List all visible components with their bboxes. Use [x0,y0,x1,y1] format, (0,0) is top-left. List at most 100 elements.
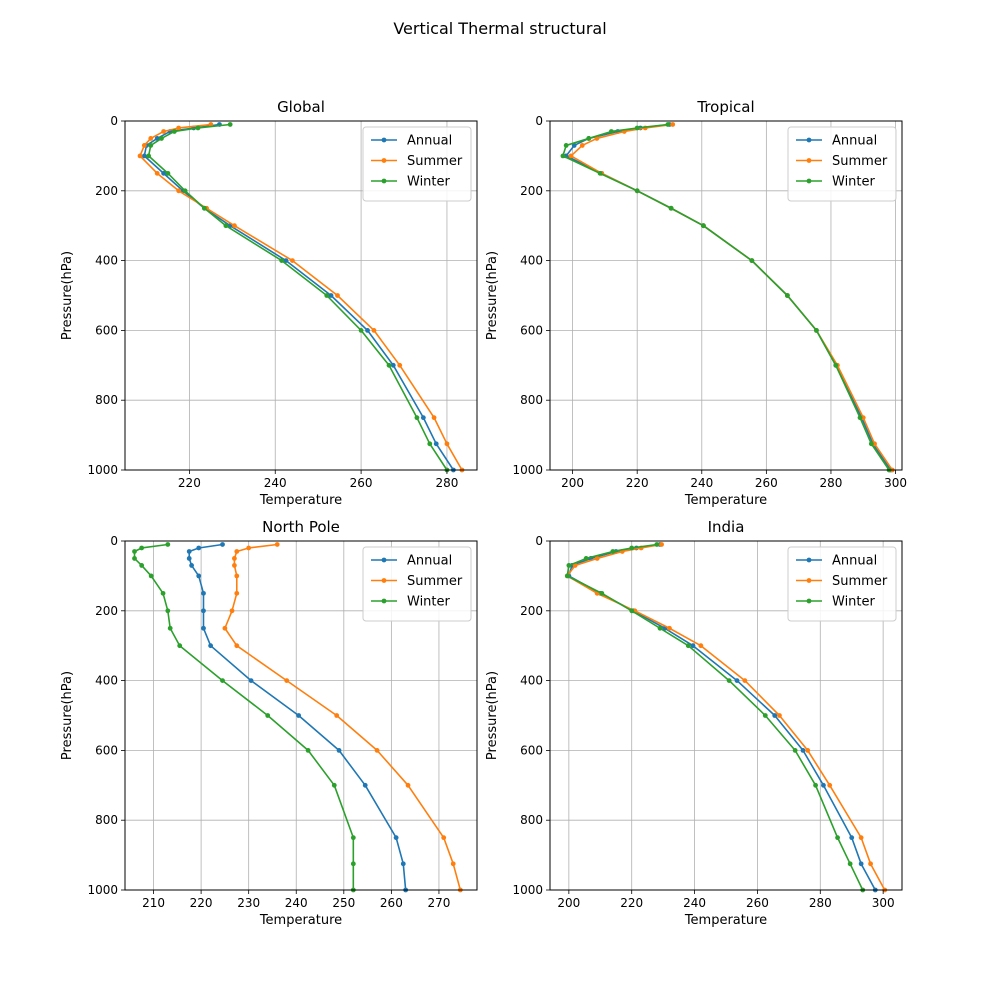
data-point-winter [813,782,818,788]
data-point-winter [792,748,798,753]
data-point-winter [563,143,569,148]
data-point-summer [579,143,585,148]
legend-label-summer: Summer [407,154,463,169]
data-point-annual [201,625,206,631]
data-point-winter [414,415,420,421]
data-point-summer [334,713,340,718]
data-point-winter [202,205,207,211]
x-axis-label: Temperature [259,493,342,508]
x-tick-label: 220 [178,476,201,490]
data-point-summer [290,258,295,263]
data-point-winter [608,129,614,134]
data-point-winter [427,441,433,447]
axes-frame [549,120,903,471]
data-point-summer [858,835,864,841]
data-point-winter [132,556,137,561]
y-tick-label: 1000 [87,463,118,477]
data-point-annual [336,748,342,753]
legend-marker-summer [806,158,812,163]
data-point-annual [208,643,214,649]
data-point-annual [196,545,202,551]
data-point-summer [232,556,237,561]
legend: Annual Summer Winter [787,546,897,622]
y-axis-label: Pressure(hPa) [485,251,500,340]
legend-marker-winter [806,598,812,604]
data-point-annual [800,748,806,753]
data-point-summer [137,153,143,159]
x-tick-label: 220 [626,476,649,490]
y-tick-label: 800 [95,393,118,407]
legend: Annual Summer Winter [362,546,472,622]
data-point-winter [665,122,671,127]
data-point-annual [365,328,370,333]
data-point-summer [742,678,748,683]
x-tick-label: 220 [190,896,213,910]
data-point-winter [148,143,154,148]
data-point-annual [220,542,225,547]
data-point-summer [232,563,237,568]
data-point-annual [186,556,192,561]
y-tick-label: 400 [520,674,543,688]
data-point-winter [634,125,640,131]
x-axis-label: Temperature [684,493,767,508]
y-tick-label: 0 [110,114,118,128]
data-point-winter [685,643,691,649]
y-tick-label: 200 [95,604,118,618]
y-tick-label: 1000 [512,883,543,897]
legend-label-annual: Annual [832,134,877,149]
y-tick-label: 200 [520,184,543,198]
data-point-annual [161,170,167,176]
data-point-annual [196,573,202,579]
data-point-winter [597,170,603,176]
data-point-annual [433,441,439,447]
data-point-winter [560,153,566,159]
data-point-summer [698,643,704,649]
panel-global: 220 240 260 280 0 200 400 600 800 1000 Global Tempe… [60,98,478,508]
data-point-annual [393,835,399,841]
data-point-winter [762,713,768,718]
x-tick-label: 230 [237,896,260,910]
legend-marker-winter [806,178,812,184]
data-point-winter [586,136,592,141]
data-point-annual [390,362,396,368]
data-point-annual [734,678,740,683]
data-point-winter [629,545,635,551]
data-point-winter [160,590,166,596]
data-point-winter [139,545,145,551]
y-axis-label: Pressure(hPa) [60,251,75,340]
subplot-title: North Pole [262,518,340,536]
x-tick-label: 250 [332,896,355,910]
x-tick-label: 200 [561,476,584,490]
data-point-winter [331,782,337,788]
legend-marker-summer [381,578,387,583]
x-tick-label: 270 [427,896,450,910]
data-point-summer [176,125,182,131]
data-point-summer [234,573,240,579]
data-point-winter [220,678,225,683]
data-point-winter [726,678,732,683]
panel-tropical: 200 220 240 260 280 300 0 200 400 600 800 1000 Tropi… [485,98,907,508]
legend-marker-winter [381,598,387,604]
panel-north-pole: 210 220 230 240 250 260 270 0 200 400 600 800 1000 No… [60,518,478,928]
data-point-winter [165,542,171,547]
legend-label-winter: Winter [407,595,451,610]
x-tick-label: 240 [683,896,706,910]
legend-label-summer: Summer [832,154,888,169]
data-point-annual [283,258,289,263]
data-point-winter [350,861,356,867]
x-tick-label: 280 [820,476,843,490]
legend-marker-summer [806,578,812,583]
data-point-winter [139,563,145,568]
x-tick-label: 240 [690,476,713,490]
data-point-summer [141,143,147,148]
data-point-winter [195,125,201,131]
legend-label-annual: Annual [407,134,452,149]
y-tick-label: 400 [95,674,118,688]
y-tick-label: 200 [95,184,118,198]
y-tick-label: 600 [95,743,118,757]
data-point-winter [146,153,152,159]
y-tick-label: 600 [520,323,543,337]
data-point-winter [182,188,188,194]
y-tick-label: 1000 [512,463,543,477]
data-point-annual [420,415,426,421]
